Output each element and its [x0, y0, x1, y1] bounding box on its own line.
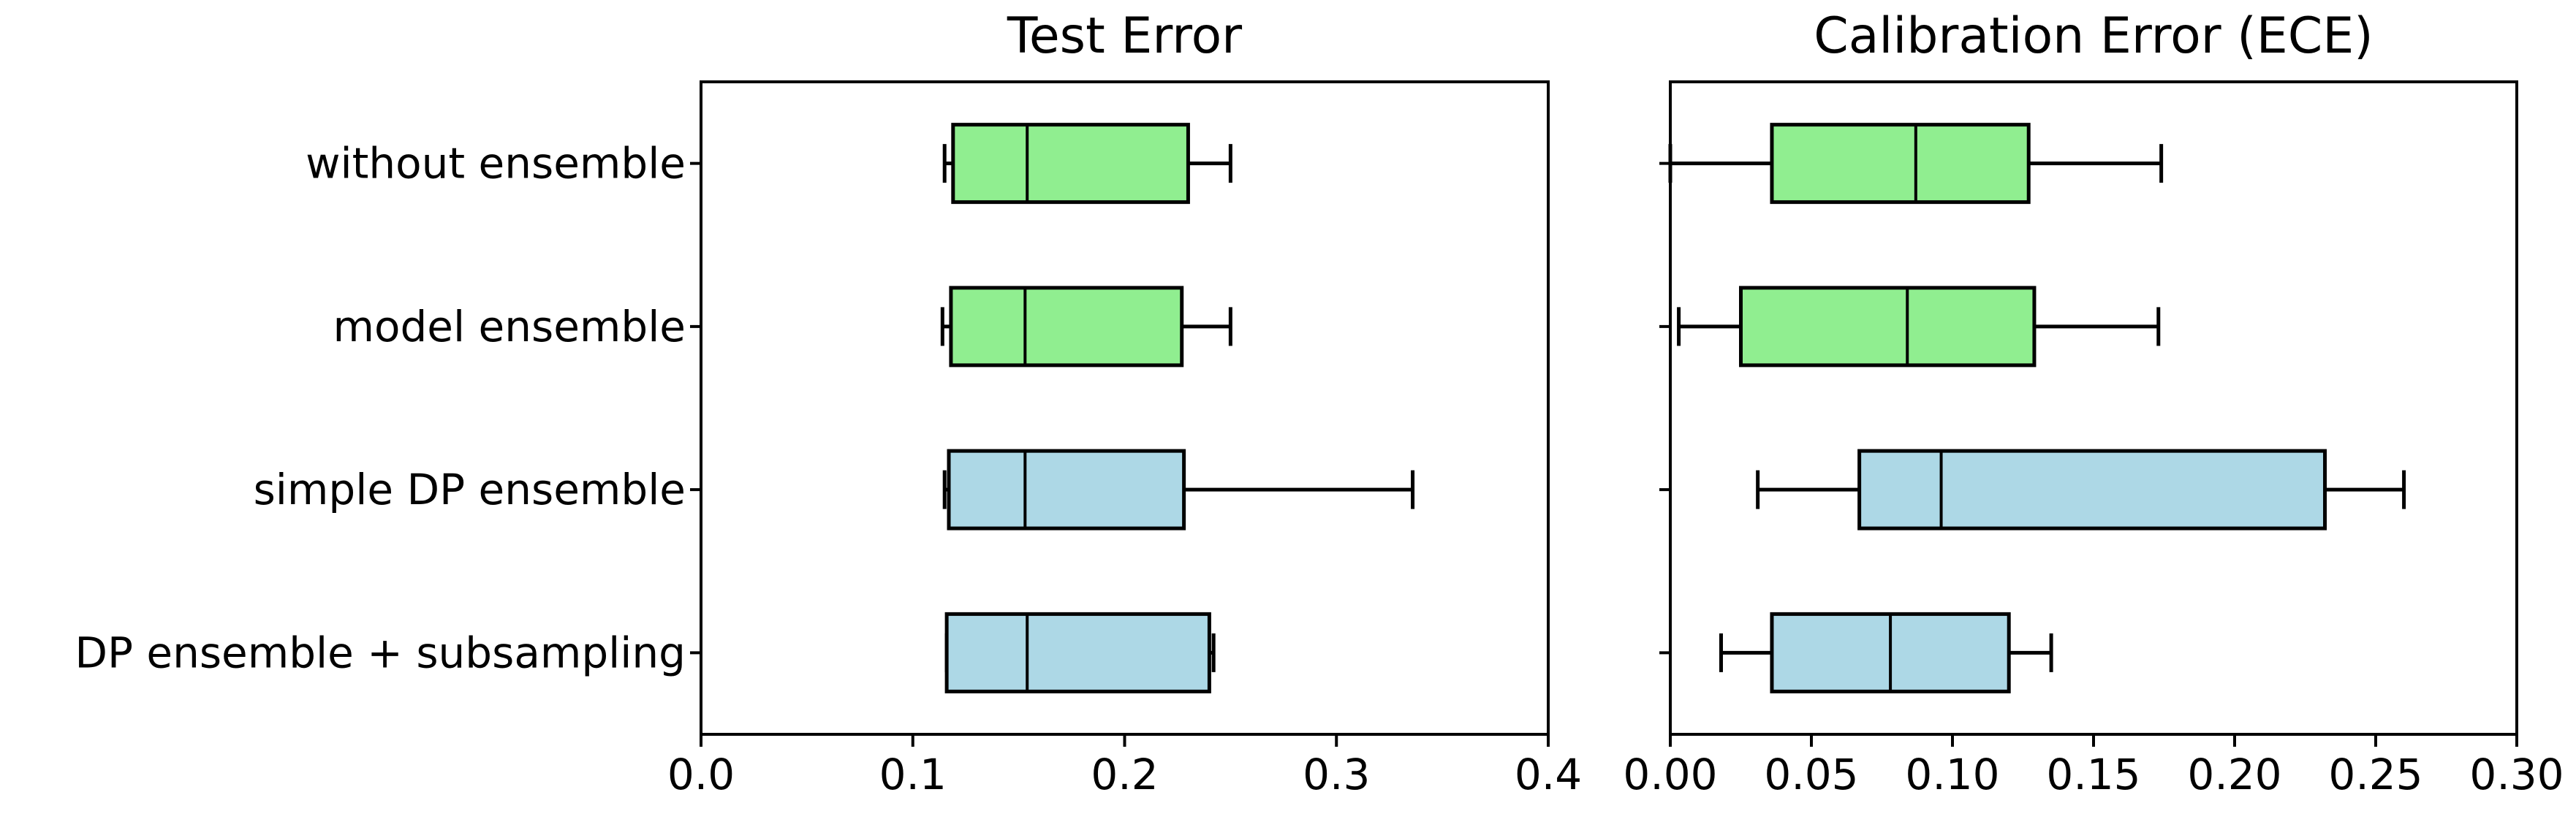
x-tick-label: 0.30 — [2469, 750, 2564, 799]
boxplot-test-error-row-3 — [944, 612, 1216, 693]
x-tick-label: 0.00 — [1623, 750, 1717, 799]
boxplot-calibration-error-row-0 — [1668, 123, 2164, 205]
box — [1770, 123, 2031, 205]
category-label: without ensemble — [306, 139, 686, 189]
category-label: simple DP ensemble — [254, 465, 686, 514]
box — [951, 123, 1190, 205]
x-tick-label: 0.2 — [1091, 750, 1158, 799]
x-tick-label: 0.3 — [1303, 750, 1370, 799]
x-tick-label: 0.05 — [1764, 750, 1858, 799]
test-error-panel: 0.0 0.1 0.2 0.3 0.4 without ensemble model ens… — [75, 7, 1582, 799]
x-tick-label: 0.15 — [2046, 750, 2140, 799]
boxplot-test-error-row-2 — [942, 449, 1415, 530]
boxplot-calibration-error-row-1 — [1677, 286, 2161, 368]
box — [947, 449, 1186, 530]
category-label: model ensemble — [333, 302, 686, 351]
x-tick-label: 0.10 — [1905, 750, 1999, 799]
boxplot-calibration-error-row-3 — [1719, 612, 2053, 693]
x-tick-label: 0.25 — [2328, 750, 2422, 799]
calibration-error-title: Calibration Error (ECE) — [1814, 7, 2373, 65]
boxplot-test-error-row-1 — [940, 286, 1232, 368]
box — [1857, 449, 2327, 530]
calibration-error-panel: 0.00 0.05 0.10 0.15 0.20 0.25 0.30 Calibration … — [1623, 7, 2564, 799]
x-tick-label: 0.0 — [667, 750, 735, 799]
category-label: DP ensemble + subsampling — [75, 628, 686, 677]
box — [944, 612, 1211, 693]
box — [1739, 286, 2037, 368]
x-tick-label: 0.1 — [879, 750, 947, 799]
box — [949, 286, 1184, 368]
x-tick-label: 0.4 — [1515, 750, 1582, 799]
boxplot-test-error-row-0 — [942, 123, 1232, 205]
boxplot-calibration-error-row-2 — [1756, 449, 2406, 530]
x-tick-label: 0.20 — [2187, 750, 2281, 799]
test-error-title: Test Error — [1007, 7, 1242, 65]
